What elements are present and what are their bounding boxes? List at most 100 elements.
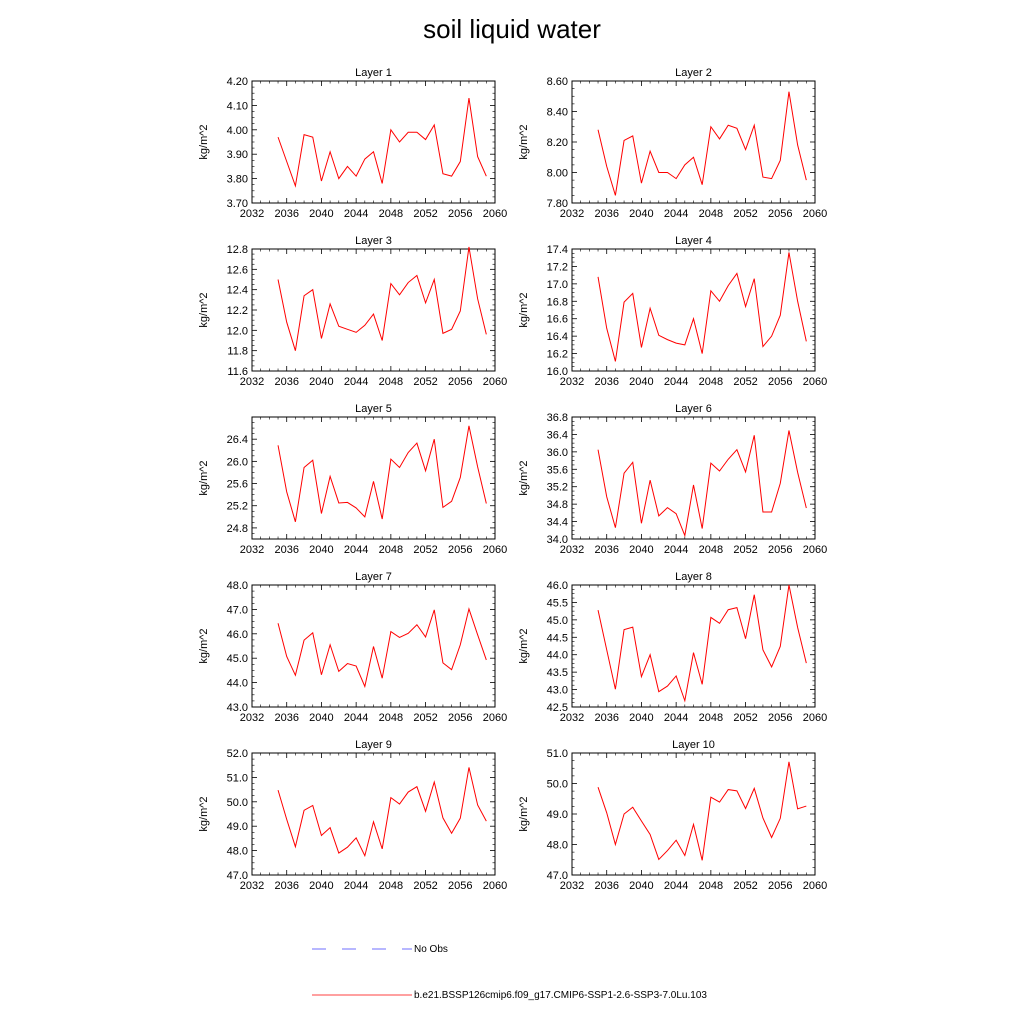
panel-6-frame xyxy=(571,416,816,540)
panel-1-xtick-label: 2048 xyxy=(379,208,403,220)
panel-5-ytick-label: 25.6 xyxy=(227,479,248,491)
panel-9-ylabel: kg/m^2 xyxy=(198,796,210,831)
panel-8-ytick-label: 42.5 xyxy=(547,702,568,714)
panel-2-ytick-label: 7.80 xyxy=(547,198,568,210)
panel-9-xtick-label: 2040 xyxy=(309,880,333,892)
panel-10-xtick-label: 2032 xyxy=(560,880,584,892)
panel-3-ytick-label: 11.8 xyxy=(227,346,248,358)
panel-4-xtick-label: 2048 xyxy=(699,376,723,388)
panel-3-xtick-label: 2060 xyxy=(483,376,507,388)
panel-5-xtick-label: 2032 xyxy=(240,544,264,556)
panel-8-title: Layer 8 xyxy=(675,571,712,583)
panel-2-xtick-label: 2040 xyxy=(629,208,653,220)
panel-7-xtick-label: 2060 xyxy=(483,712,507,724)
panel-8-ytick-label: 43.5 xyxy=(547,667,568,679)
panel-2-xtick-label: 2044 xyxy=(664,208,688,220)
panel-3-xtick-label: 2036 xyxy=(274,376,298,388)
panel-5-ytick-label: 25.2 xyxy=(227,501,248,513)
panel-7-title: Layer 7 xyxy=(355,571,392,583)
panel-2-frame xyxy=(571,80,816,204)
panel-5-ytick-label: 26.4 xyxy=(227,434,248,446)
panel-9-ytick-label: 48.0 xyxy=(227,846,248,858)
panel-7-xtick-label: 2052 xyxy=(413,712,437,724)
panel-9-ytick-label: 51.0 xyxy=(227,772,248,784)
panel-7-ytick-label: 44.0 xyxy=(227,678,248,690)
panel-10-ytick-label: 49.0 xyxy=(547,809,568,821)
panel-4-xtick-label: 2036 xyxy=(594,376,618,388)
panel-5-xtick-label: 2044 xyxy=(344,544,368,556)
panel-9-series-line xyxy=(277,767,487,858)
panel-4-ytick-label: 17.0 xyxy=(547,279,568,291)
panel-9-ytick-label: 47.0 xyxy=(227,870,248,882)
legend-obs-swatch xyxy=(312,948,412,950)
panel-7-series-line xyxy=(277,607,487,689)
panel-1-ytick-label: 4.20 xyxy=(227,76,248,88)
panel-2-title: Layer 2 xyxy=(675,67,712,79)
panel-8-ylabel: kg/m^2 xyxy=(518,628,530,663)
panel-9-xtick-label: 2036 xyxy=(274,880,298,892)
panel-6-ytick-label: 36.4 xyxy=(547,429,568,441)
panel-6-xtick-label: 2044 xyxy=(664,544,688,556)
panel-3-frame xyxy=(251,248,496,372)
panel-6-xtick-label: 2040 xyxy=(629,544,653,556)
panel-6-title: Layer 6 xyxy=(675,403,712,415)
panel-1-xtick-label: 2060 xyxy=(483,208,507,220)
chart-main-title: soil liquid water xyxy=(423,14,601,44)
panel-1-ytick-label: 3.90 xyxy=(227,149,248,161)
panel-6-series-line xyxy=(597,430,807,538)
panel-9-xtick-label: 2044 xyxy=(344,880,368,892)
panel-4-xtick-label: 2060 xyxy=(803,376,827,388)
panel-4-xtick-label: 2040 xyxy=(629,376,653,388)
panel-4-ylabel: kg/m^2 xyxy=(518,292,530,327)
panel-2-xtick-label: 2048 xyxy=(699,208,723,220)
panel-6-xtick-label: 2052 xyxy=(733,544,757,556)
panel-3-ytick-label: 11.6 xyxy=(227,366,248,378)
panel-3-ytick-label: 12.4 xyxy=(227,285,248,297)
panel-2-xtick-label: 2032 xyxy=(560,208,584,220)
panel-4-xtick-label: 2052 xyxy=(733,376,757,388)
panel-1-ytick-label: 3.80 xyxy=(227,174,248,186)
legend-model-swatch xyxy=(312,994,412,996)
panel-5-xtick-label: 2052 xyxy=(413,544,437,556)
panel-10-ytick-label: 51.0 xyxy=(547,748,568,760)
panel-3-xtick-label: 2044 xyxy=(344,376,368,388)
panel-6-ytick-label: 36.0 xyxy=(547,447,568,459)
panel-7-ytick-label: 47.0 xyxy=(227,604,248,616)
panel-7-frame xyxy=(251,584,496,708)
panel-4-ytick-label: 16.6 xyxy=(547,314,568,326)
panel-10-title: Layer 10 xyxy=(672,739,715,751)
panel-3-ytick-label: 12.6 xyxy=(227,264,248,276)
panel-7-ytick-label: 48.0 xyxy=(227,580,248,592)
panel-2-ytick-label: 8.20 xyxy=(547,137,568,149)
panel-2-ytick-label: 8.40 xyxy=(547,107,568,119)
panel-2-xtick-label: 2056 xyxy=(768,208,792,220)
panel-5-ylabel: kg/m^2 xyxy=(198,460,210,495)
panel-6-xtick-label: 2036 xyxy=(594,544,618,556)
panel-10-xtick-label: 2036 xyxy=(594,880,618,892)
panel-5-xtick-label: 2060 xyxy=(483,544,507,556)
panel-9-xtick-label: 2048 xyxy=(379,880,403,892)
panel-1-ylabel: kg/m^2 xyxy=(198,124,210,159)
panel-3-xtick-label: 2048 xyxy=(379,376,403,388)
panel-6-ytick-label: 35.6 xyxy=(547,464,568,476)
panel-8-frame xyxy=(571,584,816,708)
panel-3-ytick-label: 12.8 xyxy=(227,244,248,256)
panel-1-xtick-label: 2036 xyxy=(274,208,298,220)
panel-10-xtick-label: 2044 xyxy=(664,880,688,892)
panel-6-ytick-label: 34.4 xyxy=(547,517,568,529)
panel-10-xtick-label: 2052 xyxy=(733,880,757,892)
panel-7-ytick-label: 46.0 xyxy=(227,629,248,641)
panel-5-frame xyxy=(251,416,496,540)
panel-6-xtick-label: 2060 xyxy=(803,544,827,556)
panel-5-ytick-label: 26.0 xyxy=(227,456,248,468)
panel-10-xtick-label: 2048 xyxy=(699,880,723,892)
panel-3-xtick-label: 2032 xyxy=(240,376,264,388)
panel-8-xtick-label: 2052 xyxy=(733,712,757,724)
panel-2-series-line xyxy=(597,91,807,196)
panel-8-ytick-label: 44.0 xyxy=(547,650,568,662)
panel-4-ytick-label: 17.2 xyxy=(547,261,568,273)
panel-10-ytick-label: 50.0 xyxy=(547,779,568,791)
panel-4-frame xyxy=(571,248,816,372)
panel-3-xtick-label: 2052 xyxy=(413,376,437,388)
panel-4-series-line xyxy=(597,252,807,362)
